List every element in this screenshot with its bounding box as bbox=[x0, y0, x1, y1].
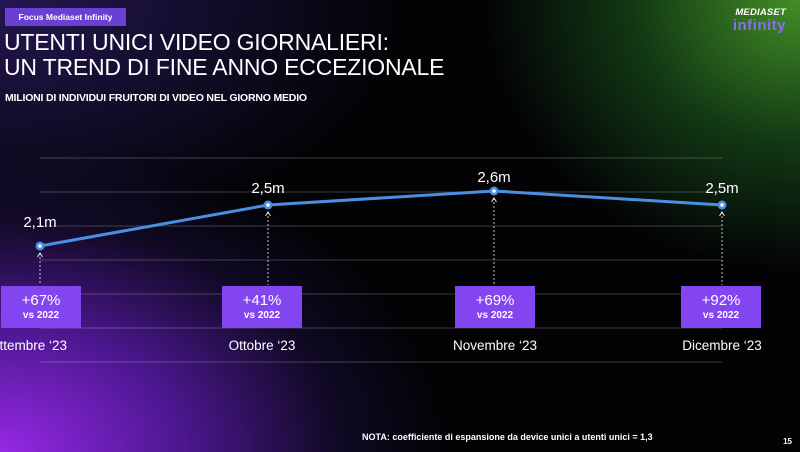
month-label-oct: Ottobre ‘23 bbox=[228, 338, 296, 353]
value-label-nov: 2,6m bbox=[477, 169, 511, 186]
value-label-oct: 2,5m bbox=[251, 180, 285, 197]
section-tag: Focus Mediaset Infinity bbox=[5, 8, 126, 26]
month-label-dec: Dicembre ‘23 bbox=[682, 338, 762, 353]
growth-badge-nov: +69% vs 2022 bbox=[455, 286, 535, 328]
arrow-heads bbox=[37, 197, 725, 258]
title-line-2: UN TREND DI FINE ANNO ECCEZIONALE bbox=[4, 54, 445, 80]
gridlines bbox=[40, 157, 722, 363]
growth-compare: vs 2022 bbox=[22, 309, 60, 321]
growth-compare: vs 2022 bbox=[476, 309, 514, 321]
value-label-sep: 2,1m bbox=[23, 214, 57, 231]
chart-subtitle: MILIONI DI INDIVIDUI FRUITORI DI VIDEO N… bbox=[5, 92, 307, 104]
growth-pct: +69% bbox=[475, 291, 515, 309]
growth-badge-oct: +41% vs 2022 bbox=[222, 286, 302, 328]
mediaset-infinity-logo: MEDIASET infinity bbox=[733, 7, 786, 34]
growth-compare: vs 2022 bbox=[243, 309, 281, 321]
title-line-1: UTENTI UNICI VIDEO GIORNALIERI: bbox=[4, 29, 389, 55]
connector-arrows bbox=[39, 198, 723, 285]
data-markers bbox=[35, 186, 727, 251]
page-number: 15 bbox=[783, 437, 792, 446]
growth-pct: +41% bbox=[242, 291, 282, 309]
month-label-nov: Novembre ‘23 bbox=[452, 338, 538, 353]
data-line bbox=[39, 189, 723, 248]
growth-compare: vs 2022 bbox=[702, 309, 740, 321]
logo-brand: MEDIASET bbox=[735, 7, 786, 18]
logo-product: infinity bbox=[732, 17, 786, 34]
growth-badge-dec: +92% vs 2022 bbox=[681, 286, 761, 328]
page-title: UTENTI UNICI VIDEO GIORNALIERI: UN TREND… bbox=[4, 30, 444, 80]
month-label-sep: Settembre ‘23 bbox=[0, 338, 68, 353]
growth-pct: +92% bbox=[701, 291, 741, 309]
growth-pct: +67% bbox=[21, 291, 61, 309]
growth-badge-sep: +67% vs 2022 bbox=[1, 286, 81, 328]
footnote: NOTA: coefficiente di espansione da devi… bbox=[362, 432, 653, 442]
value-label-dec: 2,5m bbox=[705, 180, 739, 197]
